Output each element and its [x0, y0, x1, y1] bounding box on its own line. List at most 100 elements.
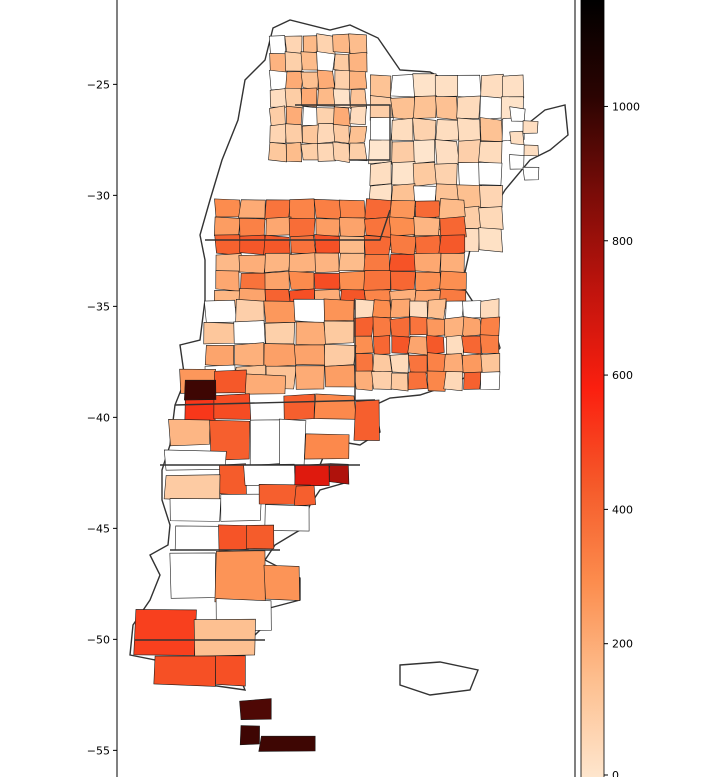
department-region	[434, 139, 460, 165]
department-region	[334, 69, 351, 90]
department-region	[193, 618, 256, 657]
department-region	[269, 123, 288, 144]
department-region	[439, 216, 467, 238]
colorbar-gradient	[580, 0, 605, 777]
department-region	[235, 299, 265, 324]
malvinas-islands	[399, 661, 479, 696]
department-region	[323, 320, 355, 345]
department-region	[479, 316, 501, 338]
department-region	[522, 120, 539, 134]
department-region	[391, 161, 416, 187]
department-region	[413, 216, 441, 236]
department-region	[438, 198, 466, 220]
department-region	[332, 33, 351, 54]
department-region	[269, 88, 287, 108]
department-region	[169, 498, 222, 522]
colorbar-tick-label: 1000	[612, 100, 640, 113]
department-region	[390, 372, 409, 392]
department-region	[413, 95, 437, 119]
department-region	[509, 106, 526, 122]
department-region	[354, 298, 375, 320]
province-border	[295, 104, 391, 161]
department-region	[215, 270, 240, 292]
department-region	[315, 218, 341, 237]
department-region	[370, 74, 392, 99]
department-region	[522, 166, 540, 181]
department-region	[415, 271, 442, 292]
department-region	[220, 493, 262, 522]
department-region	[153, 655, 216, 687]
colorbar-tick-label: 400	[612, 503, 633, 516]
department-region	[426, 335, 445, 355]
department-region	[456, 95, 481, 120]
department-region	[369, 161, 392, 186]
department-region	[184, 379, 217, 401]
department-region	[407, 354, 428, 374]
department-region	[269, 105, 286, 127]
department-region	[268, 141, 287, 163]
department-region	[444, 316, 465, 338]
department-region	[313, 273, 342, 290]
department-region	[407, 371, 428, 390]
department-region	[324, 343, 357, 367]
department-region	[439, 270, 467, 292]
department-region	[353, 316, 375, 338]
department-region	[457, 117, 481, 143]
department-region	[462, 316, 483, 337]
department-region	[239, 725, 260, 746]
department-region	[390, 74, 416, 98]
department-region	[163, 449, 227, 471]
department-region	[443, 353, 464, 374]
department-region	[434, 162, 458, 187]
department-region	[214, 198, 242, 218]
department-region	[479, 95, 504, 120]
department-region	[391, 335, 411, 354]
department-region	[427, 352, 446, 374]
department-region	[479, 298, 500, 320]
department-region	[214, 234, 242, 256]
department-region	[213, 369, 247, 394]
department-region	[316, 33, 336, 55]
department-region	[332, 123, 350, 144]
department-region	[285, 105, 303, 127]
department-region	[293, 485, 316, 507]
department-region	[348, 70, 368, 90]
department-region	[295, 321, 327, 346]
argentina-map	[129, 19, 569, 752]
department-region	[264, 504, 310, 532]
department-region	[348, 142, 368, 162]
department-region	[203, 322, 237, 345]
department-region	[300, 143, 320, 161]
department-region	[302, 106, 319, 126]
department-region	[364, 198, 392, 220]
department-region	[213, 216, 241, 237]
department-region	[286, 142, 303, 163]
department-region	[413, 139, 436, 164]
department-region	[258, 735, 316, 752]
department-region	[133, 609, 197, 656]
department-region	[333, 106, 351, 127]
province-border	[205, 209, 391, 241]
department-region	[301, 87, 318, 108]
department-region	[213, 393, 252, 420]
department-region	[314, 234, 342, 255]
colorbar-tick-label: 0	[612, 769, 619, 777]
department-region	[426, 370, 447, 392]
department-region	[215, 655, 246, 687]
department-region	[353, 399, 380, 441]
department-region	[269, 69, 288, 91]
y-tick-label: −35	[87, 300, 110, 313]
department-region	[434, 75, 460, 98]
colorbar-tick-label: 800	[612, 235, 633, 248]
department-region	[509, 130, 525, 146]
department-region	[390, 96, 416, 121]
department-region	[293, 298, 326, 324]
department-region	[478, 206, 504, 230]
y-axis: −25 −30 −35 −40 −45 −50 −55	[87, 78, 117, 757]
department-region	[329, 463, 350, 485]
department-region	[263, 234, 291, 256]
department-region	[372, 299, 392, 319]
department-region	[355, 353, 374, 373]
department-region	[284, 87, 303, 109]
